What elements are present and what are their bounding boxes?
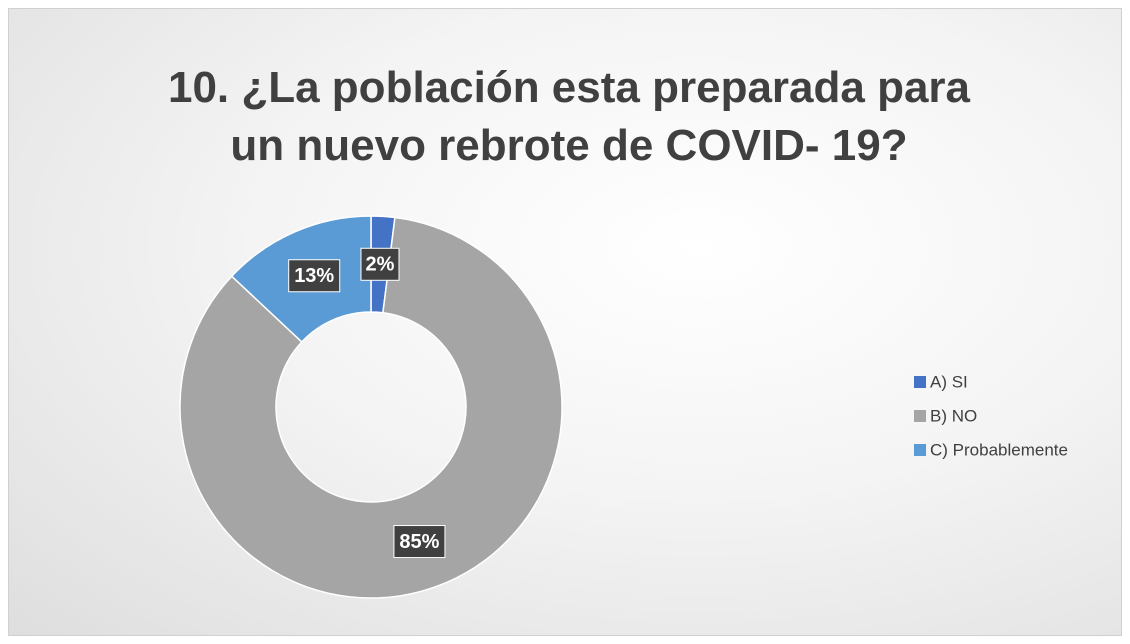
legend-swatch [914, 376, 926, 388]
data-label: 85% [399, 531, 439, 553]
legend-swatch [914, 410, 926, 422]
legend-label: C) Probablemente [930, 440, 1068, 459]
legend-swatch [914, 444, 926, 456]
data-label: 2% [366, 254, 395, 276]
data-label-box [360, 247, 400, 281]
data-label-box [288, 259, 341, 293]
data-label: 13% [294, 265, 334, 287]
legend-label: B) NO [930, 406, 977, 425]
chart-title: 10. ¿La población esta preparada para un… [167, 63, 971, 170]
chart-frame: 10. ¿La población esta preparada para un… [8, 8, 1122, 636]
data-label-box [393, 525, 446, 559]
legend-label: A) SI [930, 372, 968, 391]
donut-slice [179, 216, 563, 599]
